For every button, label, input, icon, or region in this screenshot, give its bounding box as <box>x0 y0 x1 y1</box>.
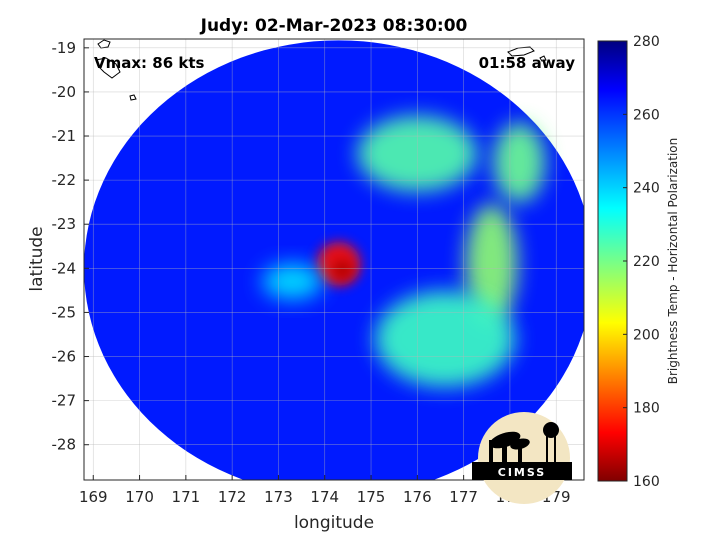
y-tick-label: -27 <box>52 392 77 410</box>
colorbar-tick-label: 200 <box>633 327 660 343</box>
vmax-annotation: Vmax: 86 kts <box>94 54 204 72</box>
feature-far-northeast-band <box>493 122 546 203</box>
x-tick-label: 174 <box>310 488 339 506</box>
coastline-west <box>97 39 111 49</box>
y-tick-label: -26 <box>52 348 77 366</box>
x-tick-label: 171 <box>172 488 201 506</box>
y-tick-label: -23 <box>52 215 77 233</box>
y-tick-label: -22 <box>52 171 77 189</box>
colorbar-tick-label: 180 <box>633 401 660 417</box>
feature-east-rainband <box>465 203 518 324</box>
feature-southeast-rainband <box>375 290 516 387</box>
y-tick-label: -20 <box>52 83 77 101</box>
cimss-logo: CIMSS <box>472 412 572 504</box>
y-tick-label: -21 <box>52 127 77 145</box>
colorbar-tick-label: 240 <box>633 181 660 197</box>
x-tick-label: 177 <box>449 488 478 506</box>
y-axis: -19 -20 -21 -22 -23 -24 -25 -26 -27 -28 <box>52 39 89 454</box>
y-tick-label: -28 <box>52 436 77 454</box>
x-tick-label: 176 <box>403 488 432 506</box>
x-tick-label: 172 <box>218 488 247 506</box>
y-tick-label: -25 <box>52 303 77 321</box>
axes-frame <box>83 38 585 481</box>
coastline-east-islet <box>539 55 547 62</box>
colorbar-tick-label: 160 <box>633 474 660 490</box>
chart-title: Judy: 02-Mar-2023 08:30:00 <box>200 16 468 36</box>
grid-lines <box>84 39 584 480</box>
coastline-islet <box>129 94 137 101</box>
x-axis-label: longitude <box>294 513 374 533</box>
x-tick-label: 170 <box>125 488 154 506</box>
logo-text: CIMSS <box>498 466 546 479</box>
feature-inner-spiral <box>262 263 323 300</box>
x-tick-label: 173 <box>264 488 293 506</box>
y-tick-label: -24 <box>52 259 77 277</box>
colorbar-axis: 280 260 240 220 200 180 160 <box>623 34 660 490</box>
time-away-annotation: 01:58 away <box>479 54 576 72</box>
brightness-temp-swath <box>84 40 584 480</box>
y-axis-label: latitude <box>27 226 47 291</box>
colorbar-tick-label: 260 <box>633 107 660 123</box>
colorbar <box>597 40 628 482</box>
x-tick-label: 169 <box>79 488 108 506</box>
coastline-island <box>95 57 121 79</box>
eye-core <box>332 259 353 280</box>
colorbar-tick-label: 280 <box>633 34 660 50</box>
colorbar-tick-label: 220 <box>633 254 660 270</box>
colorbar-label: Brightness Temp - Horizontal Polarizatio… <box>666 138 680 385</box>
y-tick-label: -19 <box>52 39 77 57</box>
x-tick-label: 175 <box>357 488 386 506</box>
